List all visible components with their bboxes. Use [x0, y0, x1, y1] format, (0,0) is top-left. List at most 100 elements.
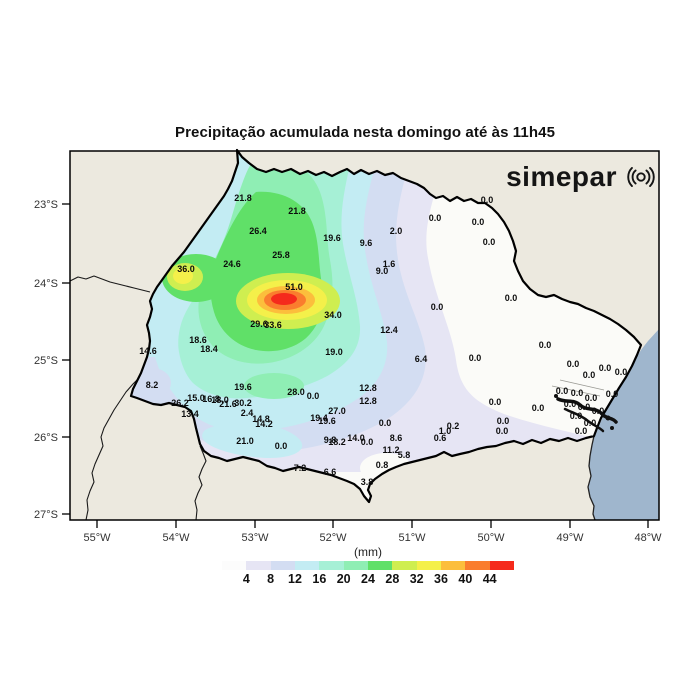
- station-value-label: 8.6: [390, 433, 403, 443]
- station-value-label: 19.4: [310, 413, 328, 423]
- station-value-label: 0.0: [599, 363, 612, 373]
- map-title: Precipitação acumulada nesta domingo até…: [174, 124, 556, 141]
- station-value-label: 9.0: [376, 266, 389, 276]
- lon-tick-label: 48°W: [634, 532, 662, 544]
- station-value-label: 0.0: [532, 403, 545, 413]
- station-value-label: 0.0: [483, 237, 496, 247]
- colorbar-tick-label: 8: [267, 572, 275, 586]
- colorbar-segment: [440, 561, 466, 570]
- station-value-label: 0.0: [583, 370, 596, 380]
- station-value-label: 30.2: [234, 398, 252, 408]
- station-value-label: 19.0: [325, 347, 343, 357]
- station-value-label: 12.4: [380, 325, 398, 335]
- station-value-label: 7.2: [294, 463, 307, 473]
- station-value-label: 21.8: [288, 206, 306, 216]
- station-value-label: 0.0: [615, 367, 628, 377]
- colorbar-segment: [489, 561, 514, 570]
- colorbar: [222, 561, 514, 570]
- station-value-label: 19.6: [318, 416, 336, 426]
- colorbar-tick-label: 44: [482, 572, 497, 586]
- station-value-label: 0.0: [481, 195, 494, 205]
- station-value-label: 0.0: [361, 437, 374, 447]
- station-value-label: 2.4: [241, 408, 254, 418]
- station-value-label: 0.0: [307, 391, 320, 401]
- station-value-label: 24.6: [223, 259, 241, 269]
- colorbar-ticks: 4 8 12 16 20 24 28 32 36 40 44: [222, 572, 514, 588]
- map-frame: [69, 150, 660, 521]
- colorbar-segment: [392, 561, 417, 570]
- station-value-label: 0.0: [539, 340, 552, 350]
- colorbar-segment: [367, 561, 393, 570]
- station-value-label: 28.0: [287, 387, 305, 397]
- station-value-label: 9.8: [324, 435, 337, 445]
- colorbar-segment: [246, 561, 271, 570]
- colorbar-segment: [270, 561, 295, 570]
- colorbar-segment: [343, 561, 368, 570]
- station-value-label: 0.0: [505, 293, 518, 303]
- lon-tick-label: 53°W: [241, 532, 269, 544]
- station-value-label: 36.0: [177, 264, 195, 274]
- lon-tick-label: 55°W: [83, 532, 111, 544]
- simepar-logo-text: simepar: [506, 161, 617, 192]
- lon-tick-label: 50°W: [477, 532, 505, 544]
- colorbar-tick-label: 32: [409, 572, 424, 586]
- station-value-label: 0.0: [496, 426, 509, 436]
- colorbar-tick-label: 12: [288, 572, 302, 586]
- colorbar-tick-label: 28: [385, 572, 400, 586]
- station-value-label: 0.0: [431, 302, 444, 312]
- station-value-label: 9.6: [360, 238, 373, 248]
- station-value-label: 0.0: [578, 402, 591, 412]
- station-value-label: 11.2: [382, 445, 399, 455]
- colorbar-segment: [294, 561, 320, 570]
- station-value-label: 21.8: [234, 193, 252, 203]
- station-value-label: 0.0: [575, 426, 588, 436]
- ocean: [588, 329, 659, 520]
- station-value-label: 14.6: [139, 346, 157, 356]
- lon-tick-label: 51°W: [398, 532, 426, 544]
- station-value-label: 1.0: [439, 426, 452, 436]
- station-value-label: 12.8: [359, 396, 377, 406]
- station-value-label: 27.0: [328, 406, 346, 416]
- colorbar-segment: [319, 561, 344, 570]
- station-value-label: 12.8: [359, 383, 377, 393]
- station-value-label: 0.0: [567, 359, 580, 369]
- station-values: 21.821.826.419.6 9.62.00.0 0.00.00.025.824…: [139, 193, 627, 487]
- station-value-label: 21.6: [219, 399, 237, 409]
- station-value-label: 14.2: [255, 419, 273, 429]
- colorbar-tick-label: 4: [242, 572, 250, 586]
- station-value-label: 15.0: [187, 393, 205, 403]
- simepar-logo: simepar: [498, 158, 658, 196]
- axes: 23°S 24°S 25°S 26°S 27°S 55°W 54°W 53°W 52°W 51°W…: [34, 199, 662, 544]
- lat-tick-label: 26°S: [34, 432, 58, 444]
- station-value-label: 0.0: [429, 213, 442, 223]
- station-value-label: 18.0: [211, 395, 229, 405]
- station-value-label: 26.4: [249, 226, 267, 236]
- station-value-label: 0.0: [469, 353, 482, 363]
- station-value-label: 0.6: [434, 433, 447, 443]
- lat-tick-label: 24°S: [34, 278, 58, 290]
- station-value-label: 8.2: [146, 380, 159, 390]
- station-value-label: 18.4: [200, 344, 218, 354]
- station-value-label: 3.8: [361, 477, 374, 487]
- station-value-label: 2.0: [390, 226, 403, 236]
- lon-tick-label: 49°W: [556, 532, 584, 544]
- station-value-label: 6.4: [415, 354, 428, 364]
- station-value-label: 0.0: [584, 418, 597, 428]
- colorbar-segment: [222, 561, 247, 570]
- station-value-label: 0.0: [564, 399, 577, 409]
- station-value-label: 29.6: [250, 319, 268, 329]
- station-value-label: 16.8: [202, 394, 220, 404]
- station-value-label: 0.0: [497, 416, 510, 426]
- station-value-label: 0.0: [570, 411, 583, 421]
- colorbar-tick-label: 36: [434, 572, 448, 586]
- station-value-label: 0.0: [556, 386, 569, 396]
- coastline-south: [587, 435, 596, 521]
- colorbar-tick-label: 20: [336, 572, 351, 586]
- lat-tick-label: 25°S: [34, 355, 58, 367]
- station-value-label: 19.6: [234, 382, 252, 392]
- station-value-label: 18.6: [189, 335, 207, 345]
- lat-tick-label: 27°S: [34, 509, 58, 521]
- colorbar-tick-label: 24: [361, 572, 375, 586]
